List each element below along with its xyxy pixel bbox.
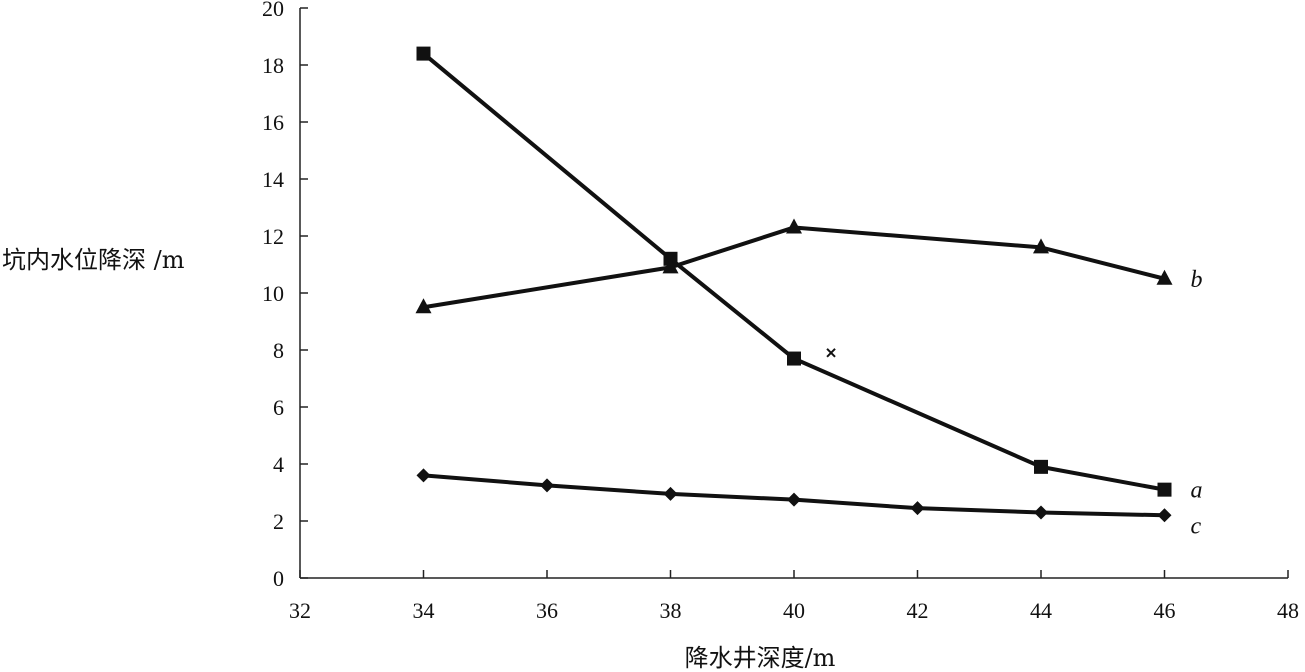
series-c-point bbox=[787, 492, 801, 507]
y-tick-label: 20 bbox=[262, 0, 284, 21]
series-b-point bbox=[1156, 269, 1173, 285]
series-a-label: a bbox=[1191, 478, 1203, 504]
x-tick-label: 34 bbox=[413, 598, 435, 623]
x-tick-label: 42 bbox=[907, 598, 929, 623]
series-c-point bbox=[540, 478, 554, 493]
series-layer: a b c bbox=[415, 46, 1203, 539]
series-b-label: b bbox=[1191, 267, 1203, 293]
series-b-point bbox=[786, 218, 802, 234]
series-b-line bbox=[423, 225, 1165, 310]
series-a-point bbox=[787, 351, 801, 366]
series-a-point bbox=[1157, 482, 1172, 497]
series-c-point bbox=[910, 501, 925, 516]
x-tick-label: 48 bbox=[1277, 598, 1299, 623]
annotation-cross-marker bbox=[826, 348, 836, 358]
series-b-point bbox=[415, 298, 432, 314]
x-tick-label: 36 bbox=[536, 598, 558, 623]
axes bbox=[299, 8, 1288, 579]
series-a-point bbox=[416, 46, 431, 61]
series-c-point bbox=[663, 486, 678, 501]
x-ticks: 32 34 36 38 40 42 44 46 48 bbox=[289, 570, 1299, 623]
series-c-label: c bbox=[1191, 513, 1202, 539]
y-tick-label: 12 bbox=[262, 224, 284, 249]
x-tick-label: 44 bbox=[1030, 598, 1052, 623]
y-tick-label: 16 bbox=[262, 110, 284, 135]
series-c-point bbox=[1157, 508, 1172, 523]
y-tick-label: 18 bbox=[262, 53, 284, 78]
y-tick-label: 4 bbox=[273, 452, 284, 477]
series-a-point bbox=[1034, 459, 1048, 474]
y-ticks: 0 2 4 6 8 10 12 14 16 18 20 bbox=[262, 0, 308, 591]
y-tick-label: 8 bbox=[273, 338, 284, 363]
x-tick-label: 46 bbox=[1154, 598, 1176, 623]
x-axis-title: 降水井深度/m bbox=[685, 644, 836, 672]
y-tick-label: 14 bbox=[262, 167, 284, 192]
x-tick-label: 32 bbox=[289, 598, 311, 623]
series-c-point bbox=[1034, 505, 1048, 520]
y-axis-title: 坑内水位降深 /m bbox=[2, 246, 185, 274]
series-c: c bbox=[416, 468, 1202, 539]
y-tick-label: 2 bbox=[273, 509, 284, 534]
series-c-point bbox=[416, 468, 431, 483]
x-tick-label: 40 bbox=[783, 598, 805, 623]
annotation-layer bbox=[826, 348, 836, 358]
series-b-point bbox=[1033, 238, 1049, 254]
y-tick-label: 0 bbox=[273, 566, 284, 591]
series-a-line bbox=[422, 52, 1165, 492]
y-tick-label: 6 bbox=[273, 395, 284, 420]
y-tick-label: 10 bbox=[262, 281, 284, 306]
series-b: b bbox=[415, 218, 1203, 314]
series-a: a bbox=[416, 46, 1203, 504]
x-tick-label: 38 bbox=[660, 598, 682, 623]
series-b-point bbox=[662, 258, 679, 274]
